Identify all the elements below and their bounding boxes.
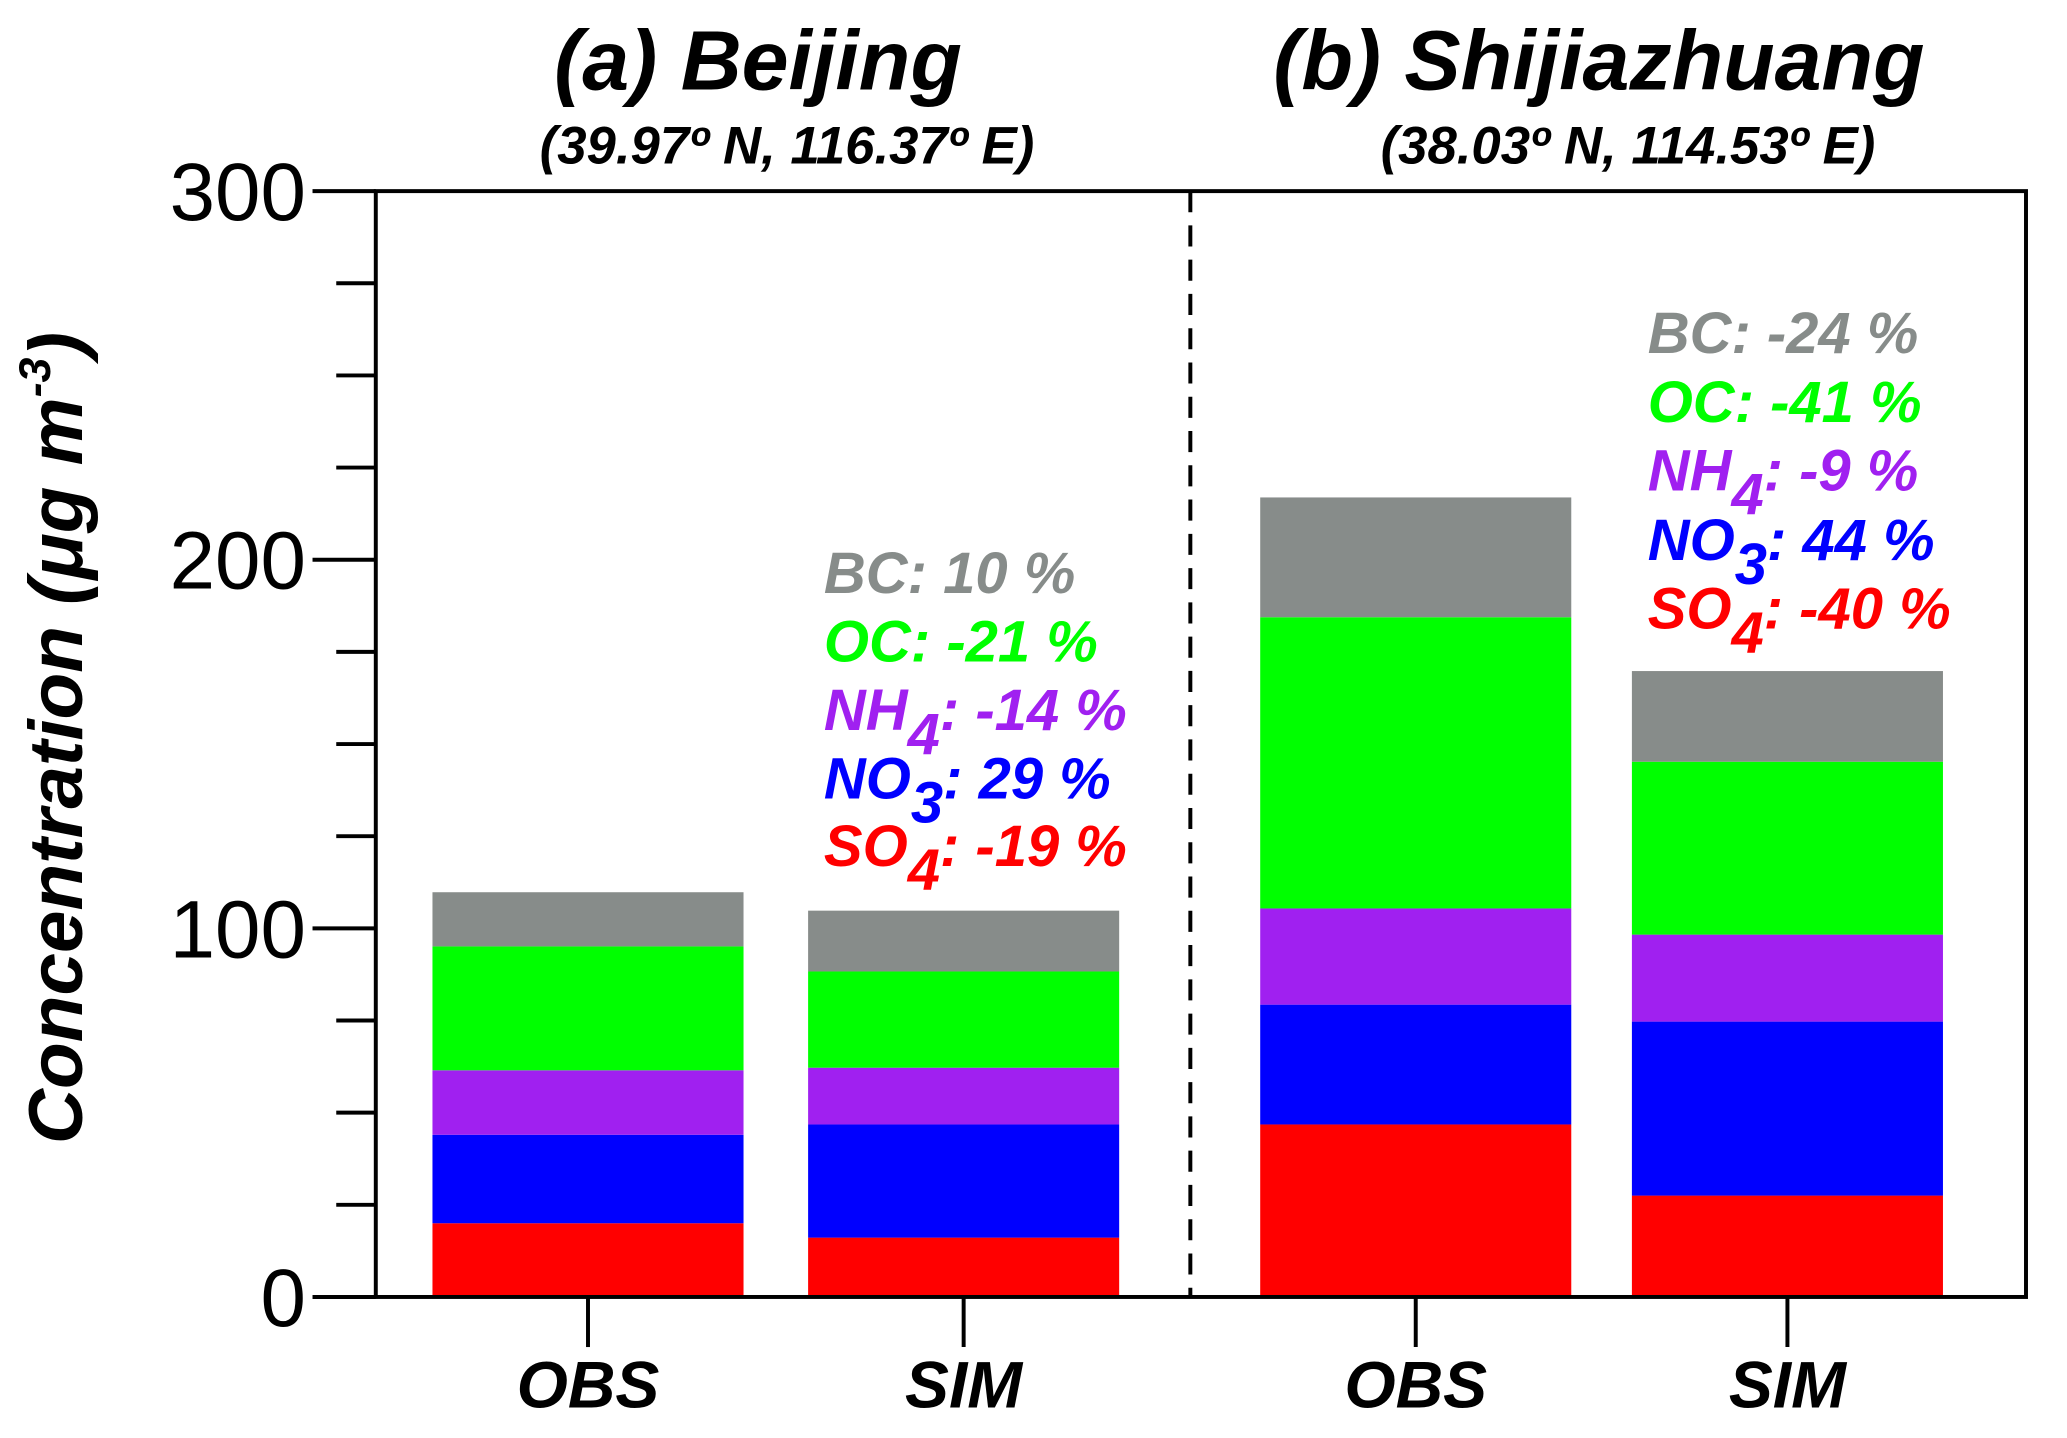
- bar-segment-oc: [808, 971, 1120, 1068]
- bar-segment-no3: [1631, 1021, 1943, 1196]
- annotation-so4: SO4: -40 %: [1648, 578, 1951, 666]
- bar-segment-nh4: [808, 1067, 1120, 1125]
- bars: [432, 497, 1943, 1297]
- percent-value: : -24 %: [1731, 302, 1918, 366]
- annotation-bc: BC: 10 %: [824, 542, 1075, 606]
- x-tick-label: SIM: [905, 1348, 1024, 1422]
- bar-segment-oc: [1260, 617, 1572, 909]
- bar-segment-no3: [1260, 1004, 1572, 1125]
- bar-segment-so4: [1631, 1195, 1943, 1297]
- panel-title: (a) Beijing: [554, 14, 962, 108]
- percent-value: : 44 %: [1767, 509, 1935, 573]
- component-name: BC: [824, 542, 909, 606]
- percent-value: : 10 %: [908, 542, 1076, 606]
- bar-segment-bc: [808, 910, 1120, 972]
- bar-segment-nh4: [1631, 934, 1943, 1022]
- percent-value: : 29 %: [943, 748, 1111, 812]
- percent-value: : -41 %: [1735, 371, 1922, 435]
- panel-title: (b) Shijiazhuang: [1273, 14, 1924, 108]
- bar-segment-nh4: [1260, 908, 1572, 1005]
- annotation-nh4: NH4: -9 %: [1648, 439, 1919, 527]
- y-tick-label: 300: [170, 147, 306, 238]
- x-tick-label: SIM: [1729, 1348, 1848, 1422]
- percent-value: : -40 %: [1764, 578, 1951, 642]
- panel-subtitle: (39.97º N, 116.37º E): [540, 116, 1035, 175]
- y-axis-label: Concentration (μg m-3): [10, 332, 99, 1144]
- bar-segment-so4: [808, 1237, 1120, 1297]
- bar-segment-so4: [1260, 1124, 1572, 1297]
- percent-value: : -19 %: [940, 815, 1127, 879]
- bar-segment-oc: [1631, 761, 1943, 935]
- y-tick-label: 200: [170, 516, 306, 607]
- bar-segment-bc: [1631, 671, 1943, 762]
- x-tick-label: OBS: [517, 1348, 660, 1422]
- annotation-bc: BC: -24 %: [1648, 302, 1919, 366]
- bar-segment-no3: [808, 1124, 1120, 1238]
- component-name: OC: [1648, 371, 1736, 435]
- bar-segment-nh4: [432, 1070, 744, 1135]
- y-tick-label: 100: [170, 884, 306, 975]
- bar-segment-bc: [432, 892, 744, 947]
- percent-value: : -9 %: [1764, 439, 1919, 503]
- bar-segment-oc: [432, 946, 744, 1071]
- axes: 0 100 200 300 OBS SIM OBS SIM: [170, 147, 1849, 1422]
- annotation-so4: SO4: -19 %: [824, 815, 1127, 903]
- y-tick-label: 0: [260, 1253, 305, 1344]
- x-tick-label: OBS: [1344, 1348, 1487, 1422]
- bar-segment-so4: [432, 1223, 744, 1297]
- percent-value: : -14 %: [940, 679, 1127, 743]
- bar-segment-no3: [432, 1134, 744, 1224]
- component-name: OC: [824, 611, 912, 675]
- bar-segment-bc: [1260, 497, 1572, 618]
- annotation-oc: OC: -41 %: [1648, 371, 1922, 435]
- component-name: BC: [1648, 302, 1733, 366]
- panel-subtitle: (38.03º N, 114.53º E): [1381, 116, 1876, 175]
- percent-value: : -21 %: [911, 611, 1098, 675]
- annotation-oc: OC: -21 %: [824, 611, 1098, 675]
